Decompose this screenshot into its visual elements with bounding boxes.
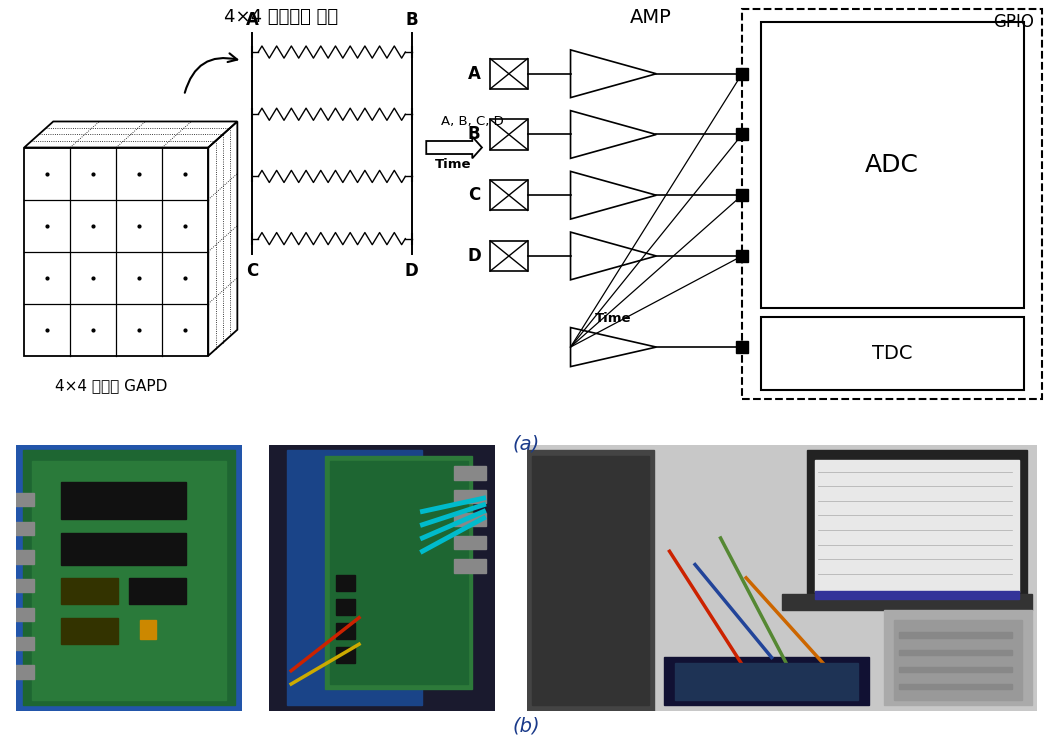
Bar bbox=[454, 466, 485, 479]
Bar bbox=[761, 316, 1024, 390]
Bar bbox=[761, 22, 1024, 308]
Bar bbox=[490, 58, 528, 89]
Bar bbox=[899, 684, 1012, 690]
Bar bbox=[337, 623, 355, 639]
Text: C: C bbox=[245, 262, 258, 280]
Bar bbox=[24, 147, 208, 356]
Bar bbox=[899, 632, 1012, 637]
Bar bbox=[337, 575, 355, 591]
Bar bbox=[14, 608, 34, 621]
Bar bbox=[454, 489, 485, 503]
Bar bbox=[14, 493, 34, 506]
Bar bbox=[61, 482, 185, 519]
Bar bbox=[490, 180, 528, 210]
Bar bbox=[14, 551, 34, 564]
Text: 4×4 앵거로직 회로: 4×4 앵거로직 회로 bbox=[224, 8, 338, 26]
Bar bbox=[815, 591, 1019, 599]
Bar bbox=[337, 647, 355, 663]
Bar bbox=[781, 594, 1032, 610]
Text: A: A bbox=[245, 10, 258, 28]
Text: AMP: AMP bbox=[630, 7, 672, 27]
Bar bbox=[337, 599, 355, 615]
Bar bbox=[808, 450, 1027, 599]
Bar bbox=[286, 450, 422, 705]
Text: TDC: TDC bbox=[872, 344, 913, 363]
Bar bbox=[14, 521, 34, 535]
Text: A: A bbox=[468, 65, 480, 83]
Text: Time: Time bbox=[435, 159, 471, 171]
Text: 4×4 배열형 GAPD: 4×4 배열형 GAPD bbox=[55, 378, 167, 393]
Bar bbox=[32, 461, 226, 700]
Text: D: D bbox=[404, 262, 419, 280]
Bar bbox=[14, 637, 34, 650]
Text: A, B, C, D: A, B, C, D bbox=[441, 115, 503, 128]
Text: ADC: ADC bbox=[866, 153, 919, 177]
Text: GPIO: GPIO bbox=[993, 13, 1034, 31]
Text: D: D bbox=[468, 247, 481, 265]
Bar bbox=[61, 533, 185, 565]
Text: (b): (b) bbox=[513, 716, 540, 735]
Bar bbox=[490, 120, 528, 150]
FancyArrowPatch shape bbox=[184, 53, 237, 93]
Bar bbox=[454, 513, 485, 526]
Bar bbox=[885, 610, 1032, 705]
Bar bbox=[899, 666, 1012, 672]
Bar bbox=[14, 579, 34, 592]
Bar bbox=[61, 577, 118, 604]
Text: C: C bbox=[468, 186, 480, 204]
Bar bbox=[664, 657, 869, 705]
Bar bbox=[815, 460, 1019, 592]
Bar bbox=[894, 620, 1021, 700]
Bar bbox=[899, 649, 1012, 654]
Bar bbox=[675, 663, 858, 700]
Bar bbox=[490, 241, 528, 272]
Bar bbox=[61, 618, 118, 644]
Polygon shape bbox=[426, 137, 482, 159]
Bar bbox=[14, 666, 34, 678]
Bar bbox=[128, 577, 185, 604]
Text: Time: Time bbox=[595, 313, 632, 325]
Bar bbox=[742, 9, 1042, 399]
Bar bbox=[526, 450, 654, 711]
Text: (a): (a) bbox=[513, 434, 540, 453]
Bar bbox=[454, 560, 485, 572]
Bar bbox=[330, 461, 468, 684]
Text: B: B bbox=[405, 10, 418, 28]
Bar bbox=[454, 536, 485, 549]
Text: B: B bbox=[468, 126, 480, 144]
Bar bbox=[140, 620, 156, 639]
Bar bbox=[532, 456, 649, 705]
Bar bbox=[325, 456, 472, 690]
